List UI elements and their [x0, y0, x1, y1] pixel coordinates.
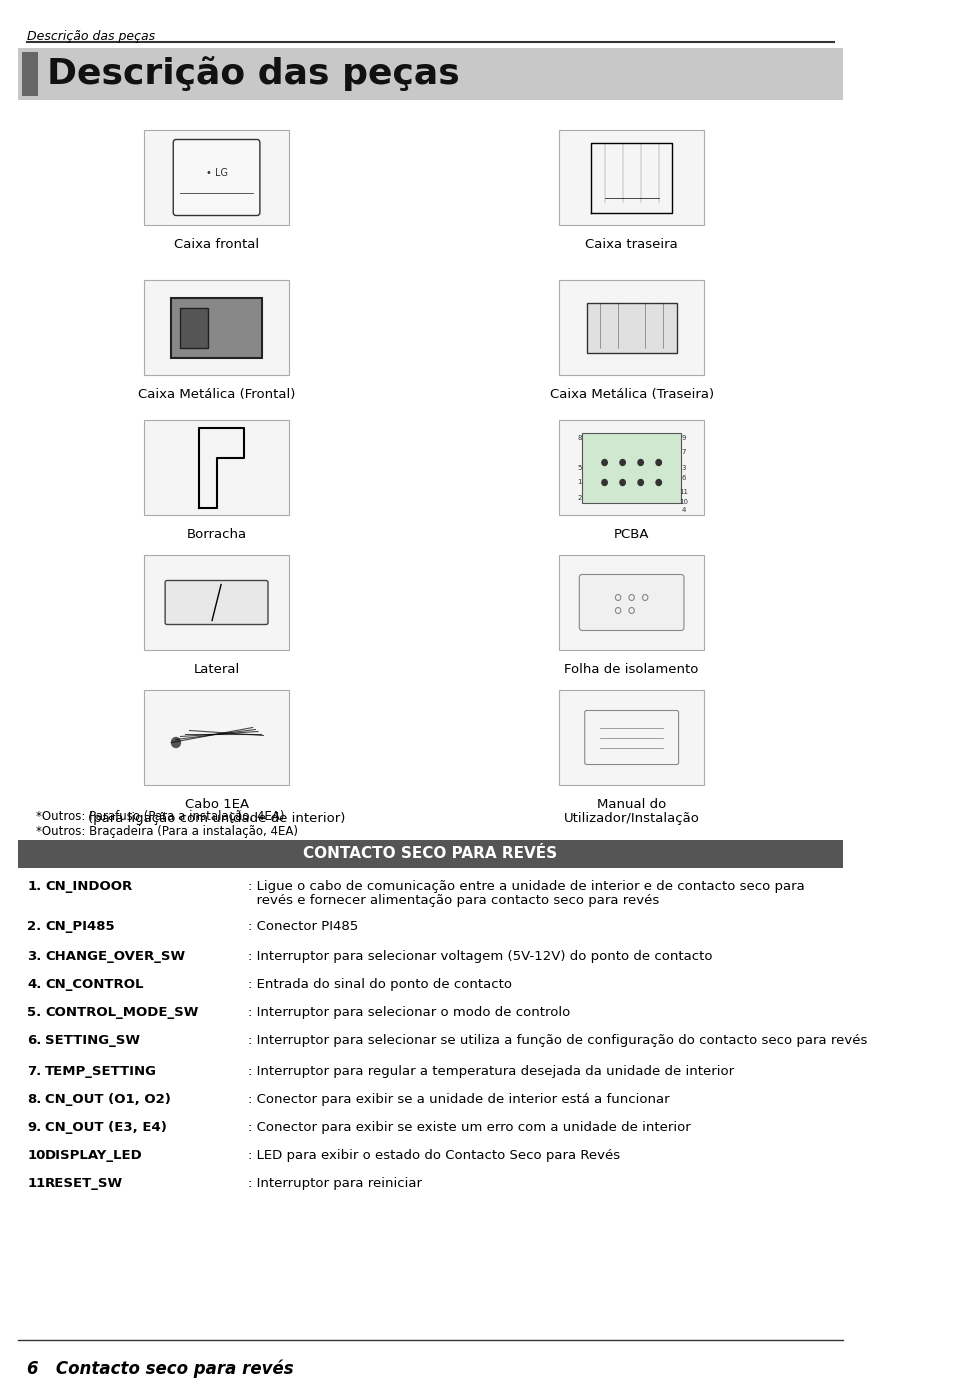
FancyBboxPatch shape — [144, 690, 289, 785]
Text: 2.: 2. — [27, 920, 41, 932]
Text: : Interruptor para regular a temperatura desejada da unidade de interior: : Interruptor para regular a temperatura… — [248, 1065, 734, 1078]
Text: TEMP_SETTING: TEMP_SETTING — [45, 1065, 157, 1078]
Text: *Outros: Parafuso (Para a instalação, 4EA)
*Outros: Braçadeira (Para a instalaçã: *Outros: Parafuso (Para a instalação, 4E… — [36, 811, 297, 839]
Text: CN_CONTROL: CN_CONTROL — [45, 979, 144, 991]
Text: Caixa traseira: Caixa traseira — [584, 238, 678, 251]
Circle shape — [619, 479, 624, 486]
Circle shape — [619, 459, 624, 465]
Text: : Conector PI485: : Conector PI485 — [248, 920, 358, 932]
Text: Lateral: Lateral — [193, 664, 239, 676]
FancyBboxPatch shape — [173, 140, 259, 216]
Circle shape — [601, 479, 607, 486]
Text: 5: 5 — [577, 465, 581, 470]
Text: : Ligue o cabo de comunicação entre a unidade de interior e de contacto seco par: : Ligue o cabo de comunicação entre a un… — [248, 881, 804, 893]
FancyBboxPatch shape — [558, 420, 703, 515]
FancyBboxPatch shape — [18, 840, 841, 868]
FancyBboxPatch shape — [144, 554, 289, 650]
Text: Utilizador/Instalação: Utilizador/Instalação — [563, 812, 699, 825]
Text: 3: 3 — [681, 465, 685, 470]
Text: 3.: 3. — [27, 951, 41, 963]
FancyBboxPatch shape — [172, 298, 261, 357]
FancyBboxPatch shape — [18, 48, 841, 99]
Text: 6   Contacto seco para revés: 6 Contacto seco para revés — [27, 1359, 294, 1379]
FancyBboxPatch shape — [144, 280, 289, 375]
Text: : Entrada do sinal do ponto de contacto: : Entrada do sinal do ponto de contacto — [248, 979, 512, 991]
Text: • LG: • LG — [205, 168, 228, 178]
Circle shape — [656, 479, 660, 486]
FancyBboxPatch shape — [558, 554, 703, 650]
Text: : LED para exibir o estado do Contacto Seco para Revés: : LED para exibir o estado do Contacto S… — [248, 1149, 619, 1162]
Text: SETTING_SW: SETTING_SW — [45, 1035, 140, 1047]
Text: 4: 4 — [681, 507, 685, 512]
FancyBboxPatch shape — [581, 433, 680, 503]
Text: Caixa Metálica (Traseira): Caixa Metálica (Traseira) — [549, 388, 713, 400]
Text: 9: 9 — [681, 434, 685, 441]
Text: CN_PI485: CN_PI485 — [45, 920, 114, 932]
FancyBboxPatch shape — [586, 302, 676, 353]
Text: CN_OUT (O1, O2): CN_OUT (O1, O2) — [45, 1093, 171, 1106]
FancyBboxPatch shape — [22, 52, 38, 97]
Text: Manual do: Manual do — [597, 798, 665, 811]
Text: CONTROL_MODE_SW: CONTROL_MODE_SW — [45, 1007, 198, 1019]
Text: : Interruptor para selecionar se utiliza a função de configuração do contacto se: : Interruptor para selecionar se utiliza… — [248, 1035, 866, 1047]
Circle shape — [638, 479, 642, 486]
Circle shape — [638, 459, 642, 465]
Text: 1.: 1. — [27, 881, 41, 893]
Text: Caixa frontal: Caixa frontal — [173, 238, 259, 251]
Text: 6.: 6. — [27, 1035, 41, 1047]
Text: Caixa Metálica (Frontal): Caixa Metálica (Frontal) — [138, 388, 294, 400]
Text: Cabo 1EA: Cabo 1EA — [184, 798, 249, 811]
Text: 7: 7 — [681, 449, 685, 455]
Text: Borracha: Borracha — [186, 528, 247, 540]
Text: : Interruptor para selecionar voltagem (5V-12V) do ponto de contacto: : Interruptor para selecionar voltagem (… — [248, 951, 712, 963]
FancyBboxPatch shape — [180, 308, 208, 347]
Circle shape — [172, 738, 180, 748]
Text: CN_INDOOR: CN_INDOOR — [45, 881, 132, 893]
Text: 2: 2 — [577, 494, 581, 501]
Text: 6: 6 — [681, 475, 685, 480]
FancyBboxPatch shape — [558, 280, 703, 375]
Text: 8.: 8. — [27, 1093, 41, 1106]
Text: Descrição das peças: Descrição das peças — [47, 56, 459, 91]
Text: 10.: 10. — [27, 1149, 51, 1162]
Text: 4.: 4. — [27, 979, 41, 991]
Text: Descrição das peças: Descrição das peças — [27, 29, 155, 43]
FancyBboxPatch shape — [144, 130, 289, 225]
FancyBboxPatch shape — [578, 574, 683, 630]
Circle shape — [601, 459, 607, 465]
Text: (para ligação com unidade de interior): (para ligação com unidade de interior) — [88, 812, 345, 825]
FancyBboxPatch shape — [584, 711, 678, 764]
Text: : Interruptor para reiniciar: : Interruptor para reiniciar — [248, 1177, 422, 1190]
Circle shape — [656, 459, 660, 465]
Text: DISPLAY_LED: DISPLAY_LED — [45, 1149, 143, 1162]
Text: : Conector para exibir se existe um erro com a unidade de interior: : Conector para exibir se existe um erro… — [248, 1121, 690, 1134]
Text: : Conector para exibir se a unidade de interior está a funcionar: : Conector para exibir se a unidade de i… — [248, 1093, 669, 1106]
Text: Folha de isolamento: Folha de isolamento — [564, 664, 699, 676]
Text: 11: 11 — [679, 490, 688, 496]
Text: CHANGE_OVER_SW: CHANGE_OVER_SW — [45, 951, 185, 963]
Text: CONTACTO SECO PARA REVÉS: CONTACTO SECO PARA REVÉS — [303, 846, 557, 861]
Text: 9.: 9. — [27, 1121, 41, 1134]
FancyBboxPatch shape — [558, 690, 703, 785]
Text: RESET_SW: RESET_SW — [45, 1177, 123, 1190]
Text: 7.: 7. — [27, 1065, 41, 1078]
Text: 5.: 5. — [27, 1007, 41, 1019]
Text: : Interruptor para selecionar o modo de controlo: : Interruptor para selecionar o modo de … — [248, 1007, 570, 1019]
Text: 11.: 11. — [27, 1177, 51, 1190]
Text: CN_OUT (E3, E4): CN_OUT (E3, E4) — [45, 1121, 167, 1134]
FancyBboxPatch shape — [558, 130, 703, 225]
Text: revés e fornecer alimentação para contacto seco para revés: revés e fornecer alimentação para contac… — [248, 895, 659, 907]
Text: 10: 10 — [679, 500, 688, 505]
Text: PCBA: PCBA — [614, 528, 649, 540]
Text: 1: 1 — [577, 479, 581, 486]
FancyBboxPatch shape — [165, 581, 268, 624]
Text: 8: 8 — [577, 434, 581, 441]
FancyBboxPatch shape — [144, 420, 289, 515]
